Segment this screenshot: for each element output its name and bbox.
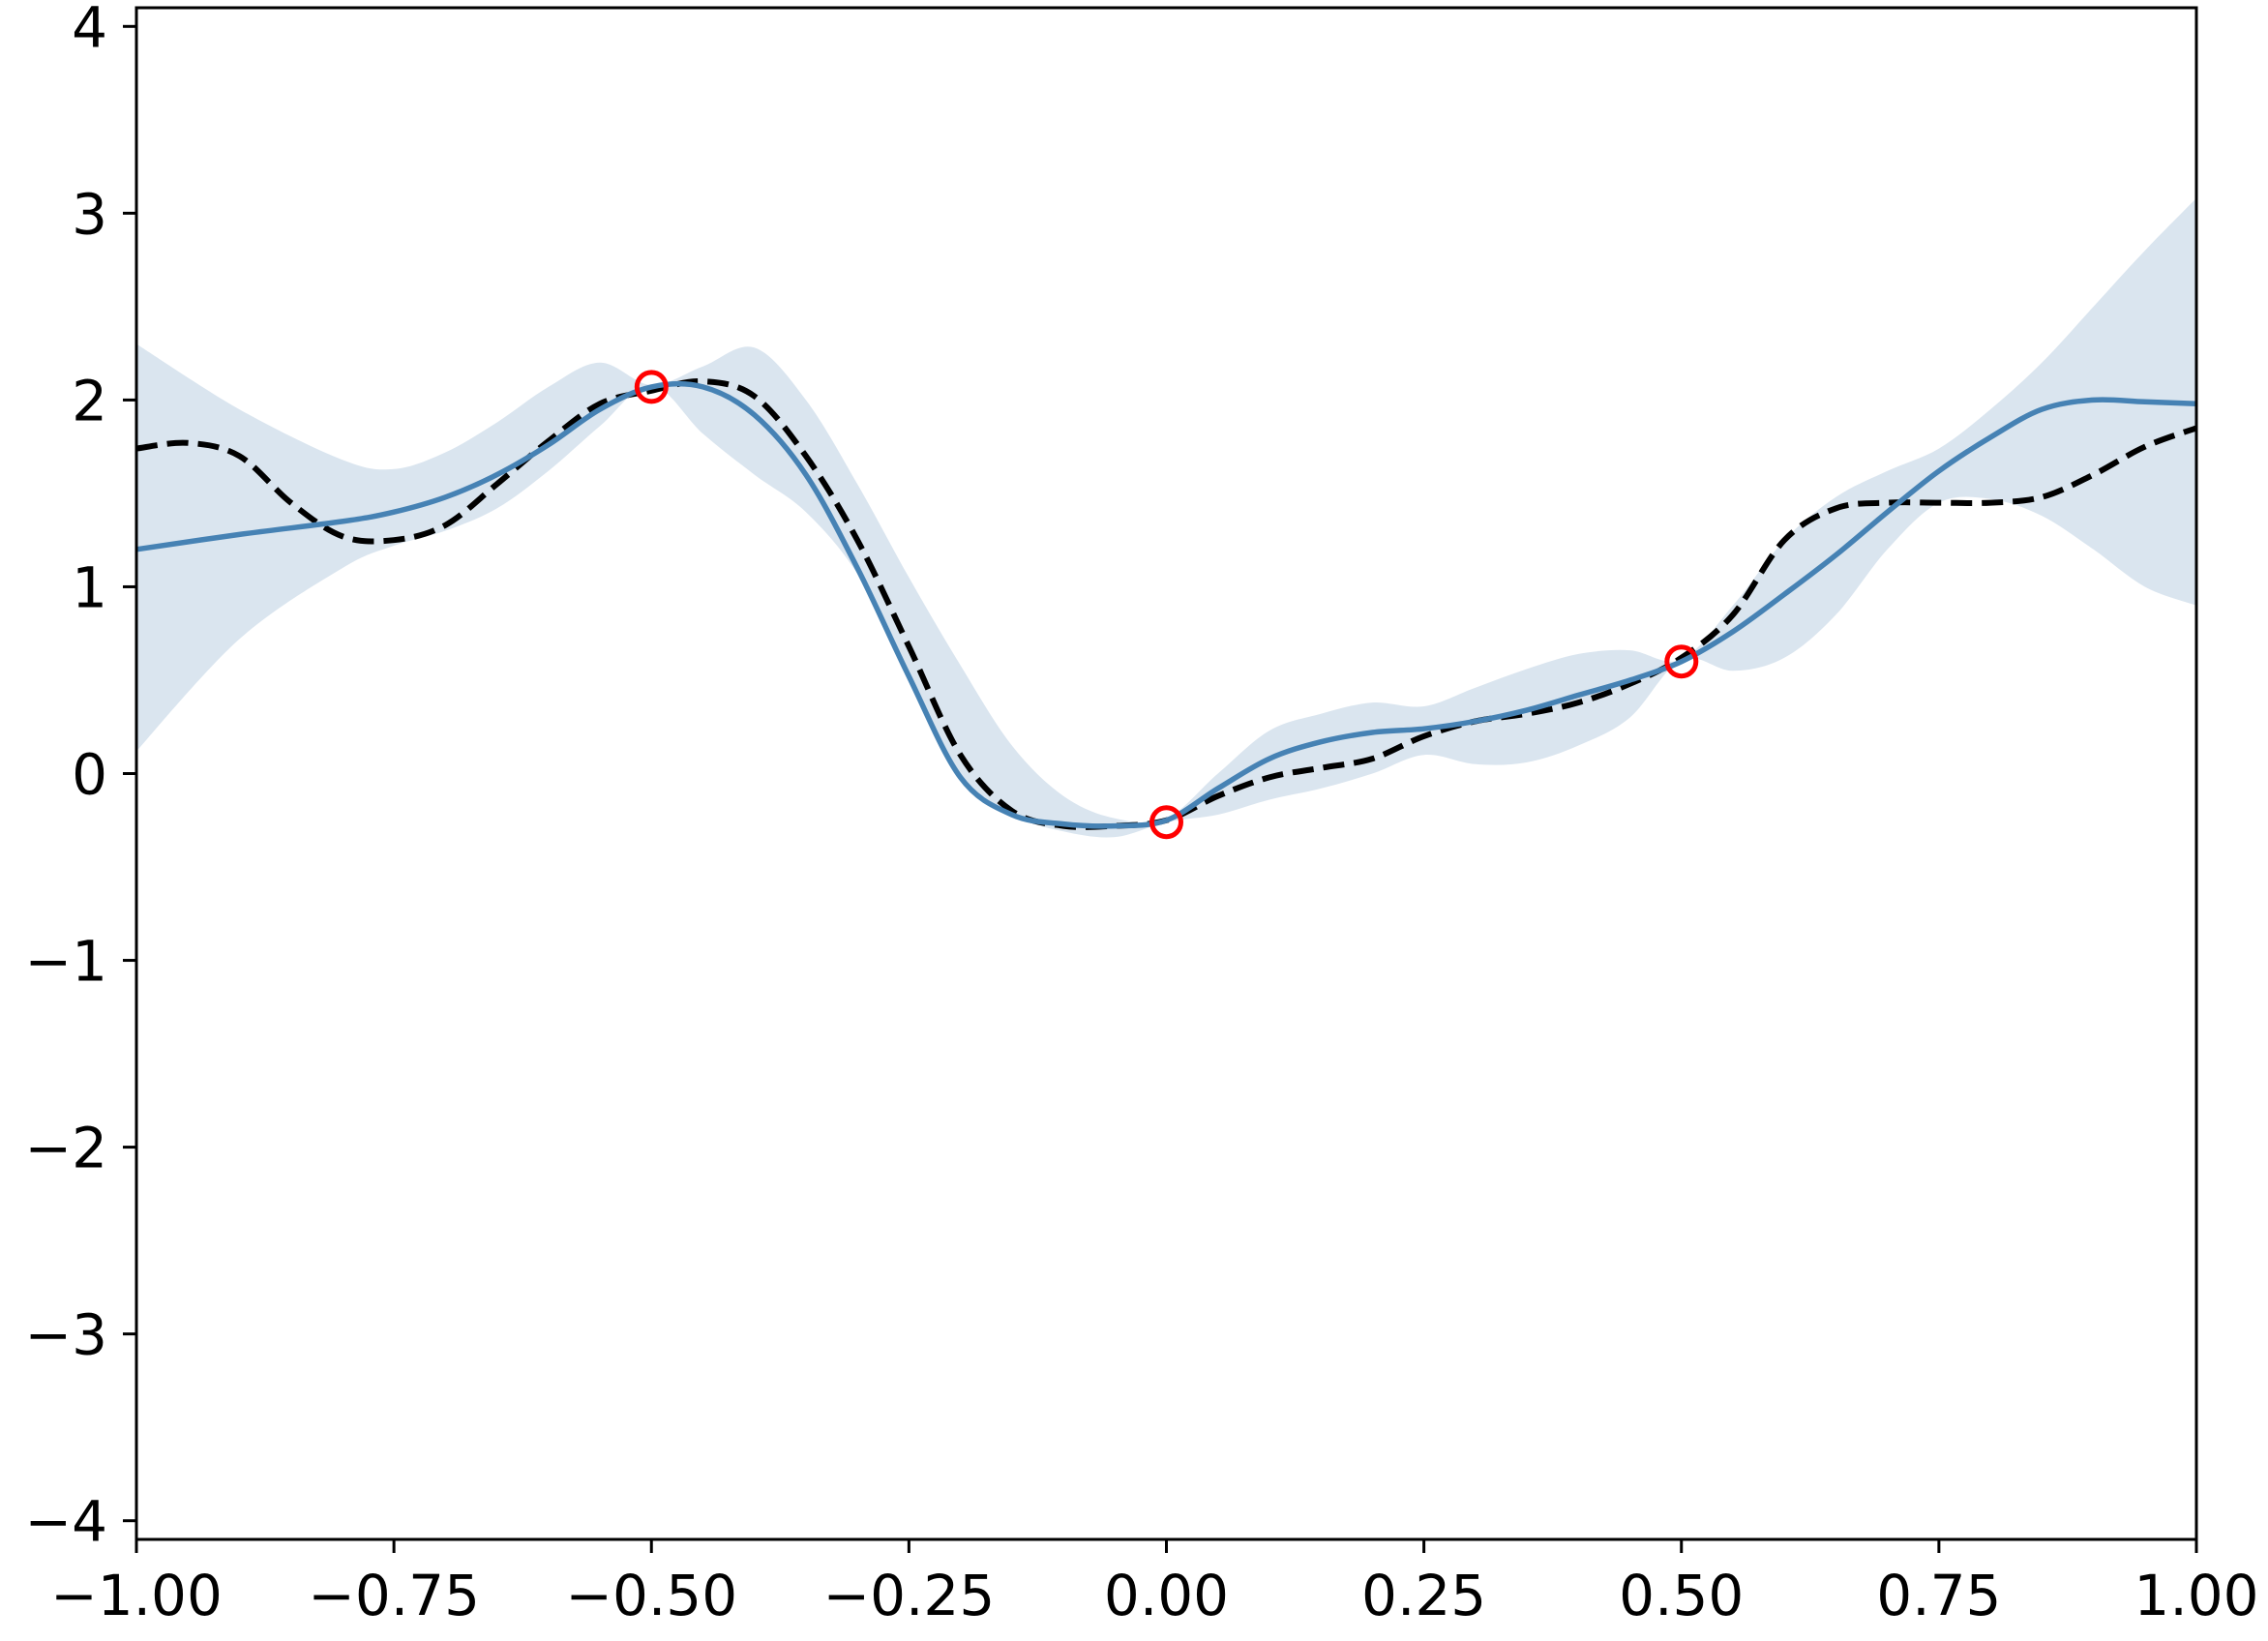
observed-point xyxy=(1664,644,1699,679)
x-tick-label: 0.50 xyxy=(1619,1563,1744,1628)
plot-frame xyxy=(134,6,2198,1541)
y-tick-label: 4 xyxy=(72,0,107,60)
y-tick-label: 3 xyxy=(72,181,107,247)
mean-prediction-line xyxy=(135,380,2197,829)
confidence-band-layer xyxy=(136,197,2196,838)
y-tick-label: −2 xyxy=(25,1116,108,1181)
x-tick-label: −1.00 xyxy=(50,1563,223,1628)
y-tick-label: 0 xyxy=(72,742,107,808)
y-tick-label: −4 xyxy=(25,1489,108,1555)
x-tick-label: 0.00 xyxy=(1104,1563,1229,1628)
y-tick-label: 1 xyxy=(72,554,107,620)
x-tick-label: −0.50 xyxy=(565,1563,737,1628)
observed-point xyxy=(1149,805,1183,840)
y-tick-label: −1 xyxy=(25,929,108,995)
tick-layer: −1.00 −0.75 −0.50 −0.25 0.00 0.25 0.50 0.75 1.00… xyxy=(25,0,2259,1628)
x-tick-label: 0.75 xyxy=(1876,1563,2001,1628)
axes-layer xyxy=(134,6,2198,1541)
line-layer xyxy=(135,378,2198,830)
x-tick-label: −0.25 xyxy=(823,1563,996,1628)
y-tick-label: −3 xyxy=(25,1302,108,1368)
observed-points-layer xyxy=(634,370,1699,840)
x-tick-label: −0.75 xyxy=(308,1563,480,1628)
true-function-line xyxy=(135,378,2198,830)
y-tick-label: 2 xyxy=(72,368,107,433)
x-tick-label: 0.25 xyxy=(1361,1563,1486,1628)
x-tick-label: 1.00 xyxy=(2134,1563,2258,1628)
observed-point xyxy=(634,370,669,404)
confidence-band xyxy=(136,197,2196,838)
